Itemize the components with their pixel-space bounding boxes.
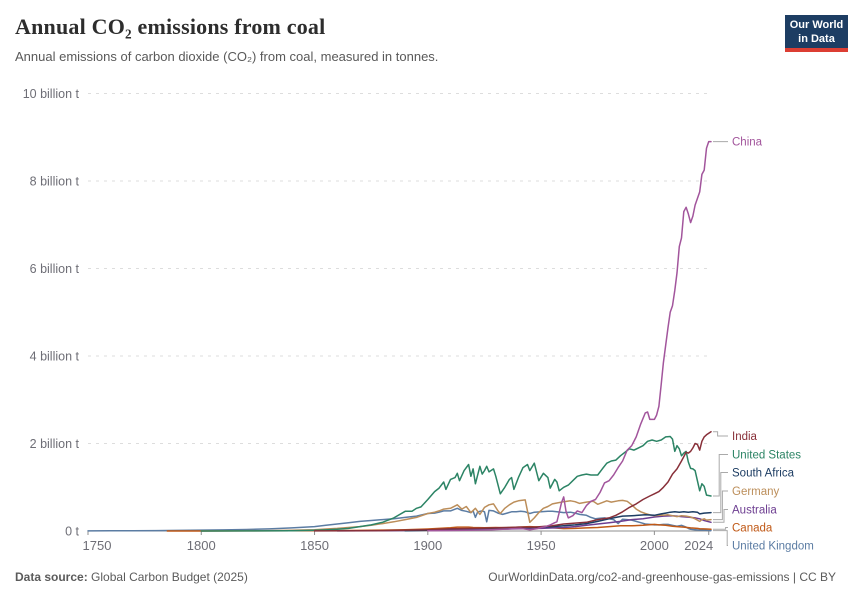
x-tick-label: 1900 bbox=[413, 538, 442, 553]
data-source-label: Data source: bbox=[15, 570, 88, 584]
x-tick-label: 1850 bbox=[300, 538, 329, 553]
footer-credit-link[interactable]: OurWorldinData.org/co2-and-greenhouse-ga… bbox=[488, 570, 836, 584]
chart-header: Annual CO₂ emissions from coal Annual em… bbox=[15, 14, 775, 64]
y-tick-label: 4 billion t bbox=[30, 350, 80, 364]
series-label-germany[interactable]: Germany bbox=[732, 486, 780, 498]
label-connector bbox=[713, 509, 728, 523]
y-tick-label: 10 billion t bbox=[23, 87, 80, 101]
series-label-australia[interactable]: Australia bbox=[732, 505, 777, 517]
label-connector bbox=[713, 527, 728, 530]
label-connector bbox=[713, 431, 728, 437]
page-subtitle: Annual emissions of carbon dioxide (CO₂)… bbox=[15, 49, 439, 64]
chart-footer: Data source: Global Carbon Budget (2025)… bbox=[15, 570, 836, 584]
label-connector bbox=[713, 490, 728, 521]
x-tick-label: 1800 bbox=[187, 538, 216, 553]
owid-logo[interactable]: Our World in Data bbox=[785, 15, 848, 52]
data-source-value: Global Carbon Budget (2025) bbox=[91, 570, 248, 584]
series-label-united-kingdom[interactable]: United Kingdom bbox=[732, 541, 814, 553]
label-connector bbox=[713, 530, 728, 546]
label-connector bbox=[713, 454, 728, 497]
x-tick-label: 1950 bbox=[527, 538, 556, 553]
series-label-south-africa[interactable]: South Africa bbox=[732, 468, 795, 480]
label-connector bbox=[713, 472, 728, 514]
y-tick-label: 8 billion t bbox=[30, 175, 80, 189]
x-tick-label: 1750 bbox=[83, 538, 112, 553]
series-line-germany[interactable] bbox=[200, 499, 712, 532]
y-tick-label: 2 billion t bbox=[30, 437, 80, 451]
y-tick-label: 0 t bbox=[65, 525, 79, 539]
x-tick-label: 2024 bbox=[684, 538, 713, 553]
series-label-india[interactable]: India bbox=[732, 431, 758, 443]
series-label-canada[interactable]: Canada bbox=[732, 523, 773, 535]
series-line-india[interactable] bbox=[313, 430, 712, 532]
x-tick-label: 2000 bbox=[640, 538, 669, 553]
owid-logo-line2: in Data bbox=[798, 32, 835, 45]
series-label-china[interactable]: China bbox=[732, 137, 763, 149]
series-line-china[interactable] bbox=[427, 140, 712, 532]
page-title: Annual CO₂ emissions from coal bbox=[15, 14, 326, 39]
series-line-united-kingdom[interactable] bbox=[87, 507, 712, 532]
series-line-united-states[interactable] bbox=[200, 435, 712, 532]
footer-data-source: Data source: Global Carbon Budget (2025) bbox=[15, 570, 248, 584]
series-label-united-states[interactable]: United States bbox=[732, 450, 801, 462]
owid-logo-line1: Our World bbox=[789, 19, 844, 31]
y-tick-label: 6 billion t bbox=[30, 262, 80, 276]
